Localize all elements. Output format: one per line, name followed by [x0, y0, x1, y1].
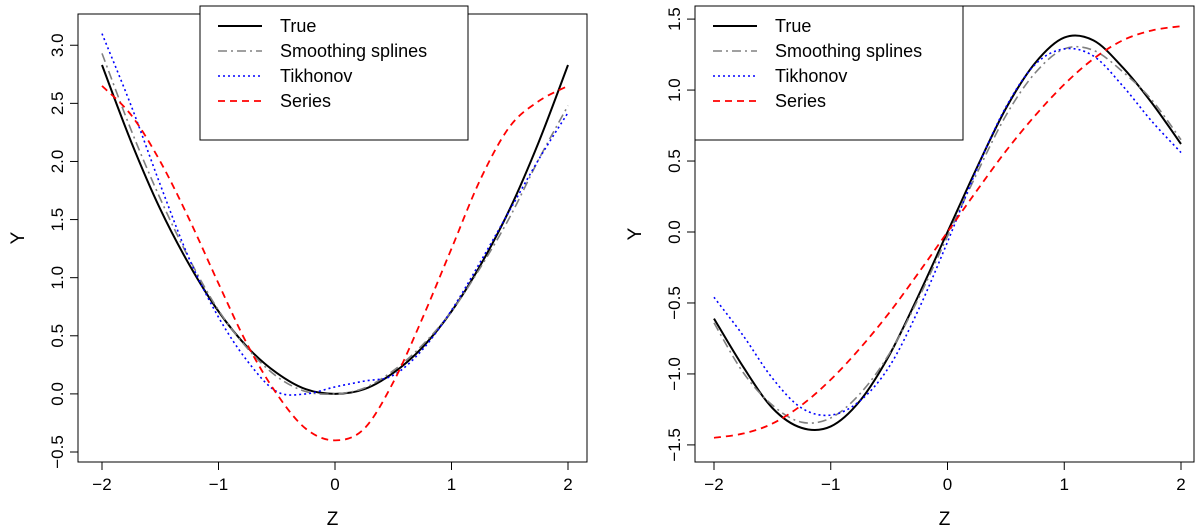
legend-label: Series — [775, 91, 826, 111]
y-axis-title: Y — [8, 231, 29, 244]
x-axis-title: Z — [939, 509, 951, 530]
legend-label: Tikhonov — [280, 66, 352, 86]
legend: True Smoothing splines Tikhonov Series — [694, 5, 964, 141]
legend-box — [694, 5, 964, 141]
y-tick-label: −1.0 — [665, 357, 684, 391]
legend-label: Smoothing splines — [775, 41, 922, 61]
y-tick-label: 1.5 — [665, 7, 684, 31]
y-tick-label: 3.0 — [48, 33, 67, 57]
y-tick-label: 1.0 — [665, 78, 684, 102]
x-tick-label: 1 — [1060, 475, 1069, 494]
series-line-series — [101, 85, 569, 442]
legend-label: Tikhonov — [775, 66, 847, 86]
x-tick-label: 0 — [330, 475, 339, 494]
x-tick-label: 0 — [943, 475, 952, 494]
x-tick-label: −1 — [821, 475, 840, 494]
x-tick-label: −2 — [704, 475, 723, 494]
series-line-series — [713, 25, 1182, 439]
series-line-true — [713, 34, 1182, 431]
left-plot-panel: −2 −1 0 1 2 −0.5 0.0 0.5 1.0 1.5 2.0 2.5 3.0 Z Y True Sm… — [8, 5, 588, 530]
y-tick-label: 2.5 — [48, 92, 67, 116]
x-tick-label: 2 — [1176, 475, 1185, 494]
x-tick-label: 2 — [563, 475, 572, 494]
y-tick-label: −0.5 — [48, 435, 67, 469]
legend-label: True — [280, 16, 316, 36]
legend: True Smoothing splines Tikhonov Series — [199, 5, 469, 141]
y-tick-label: −1.5 — [665, 428, 684, 462]
x-tick-label: −1 — [209, 475, 228, 494]
y-tick-label: 0.0 — [48, 382, 67, 406]
y-tick-label: −0.5 — [665, 286, 684, 320]
x-tick-label: −2 — [92, 475, 111, 494]
y-tick-label: 1.5 — [48, 208, 67, 232]
y-axis-title: Y — [625, 227, 646, 240]
legend-label: True — [775, 16, 811, 36]
series-line-tikhonov — [101, 33, 569, 396]
y-tick-label: 0.5 — [665, 149, 684, 173]
y-tick-label: 2.0 — [48, 150, 67, 174]
legend-box — [199, 5, 469, 141]
legend-label: Series — [280, 91, 331, 111]
series-line-smoothing-splines — [101, 53, 569, 395]
y-tick-label: 1.0 — [48, 266, 67, 290]
y-tick-label: 0.5 — [48, 324, 67, 348]
right-plot-panel: −2 −1 0 1 2 −1.5 −1.0 −0.5 0.0 0.5 1.0 1.5 Z Y True Smo… — [625, 5, 1195, 530]
series-line-true — [101, 64, 569, 395]
y-tick-label: 0.0 — [665, 220, 684, 244]
legend-label: Smoothing splines — [280, 41, 427, 61]
x-axis-title: Z — [327, 509, 339, 530]
x-tick-label: 1 — [447, 475, 456, 494]
